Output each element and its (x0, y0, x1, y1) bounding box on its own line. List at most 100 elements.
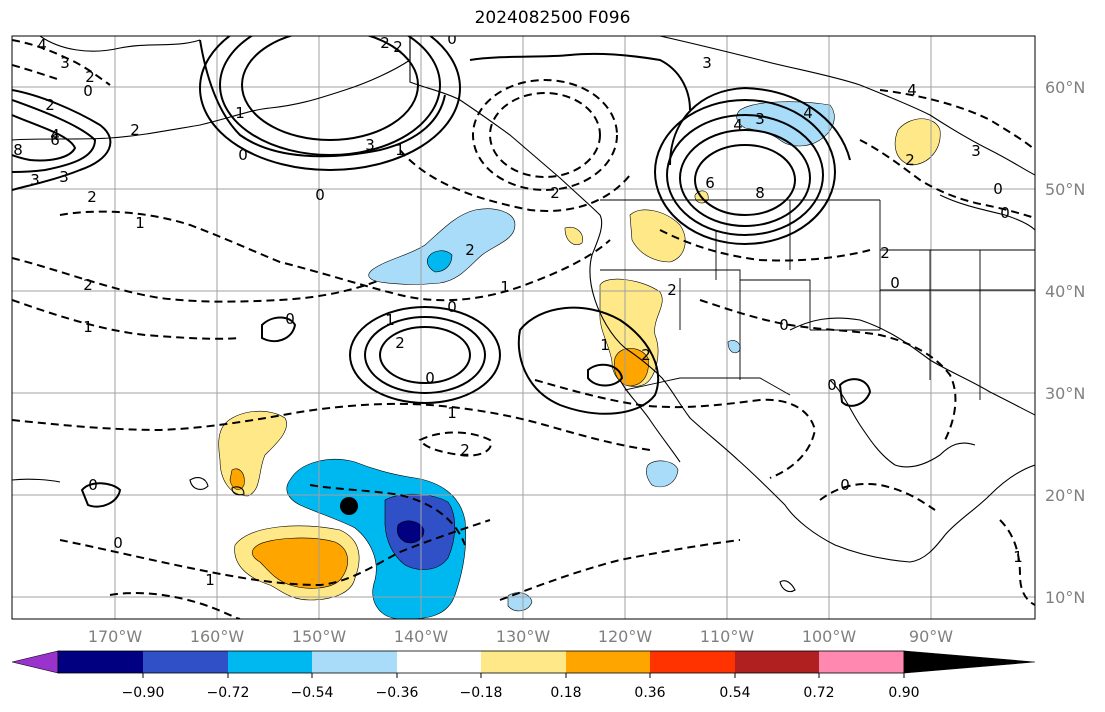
colorbar-tick-label: −0.72 (207, 685, 250, 701)
contour-label: 0 (113, 534, 123, 552)
contour-label: 1 (135, 214, 145, 232)
contour-label: 2 (87, 188, 97, 206)
contour-label: 2 (641, 346, 651, 364)
contour-label: 1 (1013, 548, 1023, 566)
contour-label: 4 (37, 36, 47, 54)
contour-label: 2 (395, 334, 405, 352)
lat-label: 40°N (1045, 282, 1085, 301)
lat-label: 10°N (1045, 588, 1085, 607)
colorbar-segment (312, 651, 397, 673)
contour-label: 2 (550, 184, 560, 202)
lat-label: 30°N (1045, 384, 1085, 403)
colorbar-tick-label: 0.54 (719, 685, 750, 701)
contour-label: 3 (60, 54, 70, 72)
lon-label: 130°W (496, 627, 551, 646)
map-plot-area: 4 3 2 0 2 3 3 4 2 6 8 3 1 0 1 2 0 2 2 0 … (12, 30, 1035, 619)
contour-label: 3 (971, 142, 981, 160)
contour-label: 0 (447, 30, 457, 48)
colorbar-segment-high-extend (903, 650, 1036, 674)
contour-label: 2 (880, 244, 890, 262)
contour-label: 2 (130, 121, 140, 139)
contour-label: 8 (13, 141, 23, 159)
contour-label: 0 (840, 476, 850, 494)
contour-label: 6 (705, 174, 715, 192)
contour-label: 0 (827, 376, 837, 394)
contour-label: 2 (460, 441, 470, 459)
colorbar-tick-label: 0.18 (550, 685, 581, 701)
colorbar-segment-low-extend (11, 650, 59, 674)
contour-label: 0 (1000, 204, 1010, 222)
colorbar: −0.90 −0.72 −0.54 −0.36 −0.18 0.18 0.36 … (11, 650, 1036, 701)
colorbar-tick-label: 0.36 (634, 685, 665, 701)
colorbar-segment (735, 651, 819, 673)
contour-label: 1 (395, 141, 405, 159)
contour-label: 4 (733, 116, 743, 134)
contour-label: 2 (45, 96, 55, 114)
storm-center-marker (340, 497, 358, 515)
contour-label: 3 (755, 110, 765, 128)
longitude-labels: 170°W 160°W 150°W 140°W 130°W 120°W 110°… (88, 627, 953, 646)
contour-label: 1 (447, 404, 457, 422)
positive-anomaly-region (229, 468, 245, 490)
contour-label: 1 (235, 104, 245, 122)
positive-anomaly-region (894, 118, 941, 166)
contour-label: 4 (803, 104, 813, 122)
lon-label: 160°W (190, 627, 245, 646)
contour-label: 1 (600, 336, 610, 354)
lon-label: 170°W (88, 627, 143, 646)
map-title: 2024082500 F096 (474, 8, 631, 28)
contour-label: 0 (83, 82, 93, 100)
colorbar-segment (650, 651, 735, 673)
contour-label: 2 (380, 34, 390, 52)
contour-label: 0 (425, 369, 435, 387)
contour-label: 3 (59, 168, 69, 186)
colorbar-segment (397, 651, 481, 673)
colorbar-segment (58, 651, 143, 673)
contour-labels: 4 3 2 0 2 3 3 4 2 6 8 3 1 0 1 2 0 2 2 0 … (13, 30, 1023, 589)
colorbar-segment (228, 651, 312, 673)
colorbar-tick-label: 0.72 (803, 685, 834, 701)
contours-dashed (12, 39, 1035, 619)
contour-label: 2 (905, 151, 915, 169)
contour-label: 2 (85, 68, 95, 86)
contour-label: 6 (50, 131, 60, 149)
lon-label: 150°W (292, 627, 347, 646)
colorbar-tick-label: −0.36 (376, 685, 419, 701)
contour-label: 0 (88, 476, 98, 494)
negative-anomaly-region (646, 460, 679, 488)
political-borders (600, 199, 1035, 400)
contour-label: 4 (50, 126, 60, 144)
contour-label: 0 (447, 298, 457, 316)
colorbar-tick-marks (142, 673, 905, 678)
map-frame (11, 35, 1036, 620)
lon-label: 90°W (909, 627, 953, 646)
positive-anomaly-region (564, 227, 583, 246)
contour-label: 0 (779, 316, 789, 334)
contour-label: 4 (907, 81, 917, 99)
contour-label: 1 (500, 278, 510, 296)
contour-label: 0 (890, 274, 900, 292)
contour-label: 0 (993, 180, 1003, 198)
negative-anomaly-region (426, 250, 453, 273)
contour-label: 1 (385, 311, 395, 329)
contour-label: 2 (667, 281, 677, 299)
contour-label: 0 (238, 146, 248, 164)
colorbar-segment (819, 651, 904, 673)
lon-label: 100°W (802, 627, 857, 646)
negative-anomaly-region (368, 208, 516, 285)
contour-label: 0 (315, 186, 325, 204)
lon-label: 110°W (700, 627, 755, 646)
lon-label: 140°W (394, 627, 449, 646)
latitude-labels: 60°N 50°N 40°N 30°N 20°N 10°N (1045, 78, 1085, 607)
contour-label: 3 (702, 54, 712, 72)
graticule (12, 36, 1035, 619)
contour-label: 1 (205, 571, 215, 589)
contour-label: 2 (465, 241, 475, 259)
lat-label: 60°N (1045, 78, 1085, 97)
colorbar-tick-label: 0.90 (888, 685, 919, 701)
contour-label: 3 (365, 136, 375, 154)
positive-anomaly-region (629, 209, 686, 263)
colorbar-segment (143, 651, 228, 673)
colorbar-segment (481, 651, 566, 673)
